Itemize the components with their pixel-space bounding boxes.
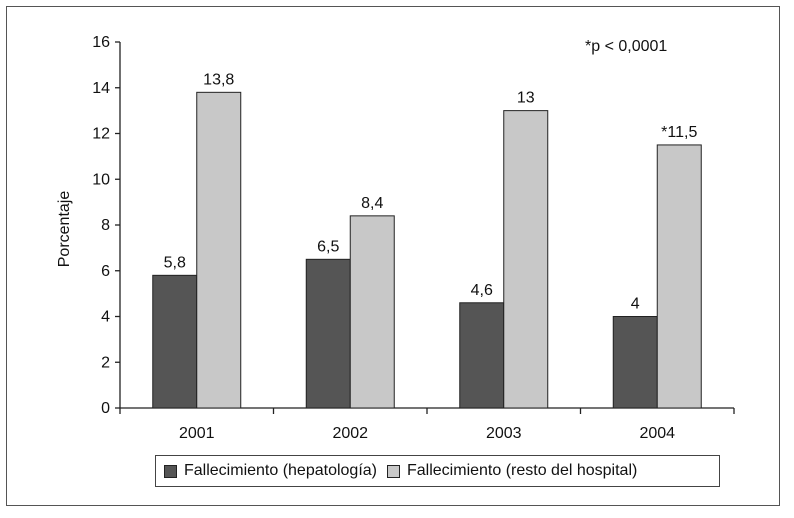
bars xyxy=(152,91,702,409)
legend: Fallecimiento (hepatología) Fallecimient… xyxy=(155,455,720,487)
bar-hepatologia xyxy=(152,274,198,409)
data-label: 6,5 xyxy=(317,238,339,255)
y-tick-label: 4 xyxy=(101,309,110,326)
bar-hepatologia xyxy=(459,302,505,409)
significance-annotation: *p < 0,0001 xyxy=(585,38,667,55)
data-label: 13,8 xyxy=(203,71,234,88)
bar-hepatologia xyxy=(305,258,351,409)
legend-label-hepatologia: Fallecimiento (hepatología) xyxy=(184,462,377,479)
y-tick-label: 8 xyxy=(101,217,110,234)
y-tick-label: 10 xyxy=(92,171,110,188)
data-label: *11,5 xyxy=(661,124,697,141)
data-label: 13 xyxy=(517,90,535,107)
y-tick-label: 14 xyxy=(92,80,110,97)
bar-resto-hospital xyxy=(656,144,702,409)
y-tick-label: 2 xyxy=(101,354,110,371)
x-tick-label: 2004 xyxy=(639,425,675,442)
y-tick-label: 0 xyxy=(101,400,110,417)
bar-resto-hospital xyxy=(503,110,549,409)
legend-label-resto-hospital: Fallecimiento (resto del hospital) xyxy=(407,462,638,479)
x-tick-label: 2003 xyxy=(486,425,522,442)
legend-item-resto-hospital: Fallecimiento (resto del hospital) xyxy=(387,462,637,480)
x-tick-label: 2002 xyxy=(332,425,368,442)
bar-resto-hospital xyxy=(349,215,395,409)
x-tick-label: 2001 xyxy=(179,425,215,442)
bar-hepatologia xyxy=(612,316,658,409)
y-tick-label: 6 xyxy=(101,263,110,280)
legend-swatch-resto-hospital xyxy=(387,464,400,478)
labels: 5,8 13,8 6,5 8,4 4,6 13 4 *11,5 xyxy=(164,71,698,312)
y-tick-label: 12 xyxy=(92,126,110,143)
legend-swatch-hepatologia xyxy=(164,464,177,478)
bar-resto-hospital xyxy=(196,91,242,409)
data-label: 4,6 xyxy=(471,282,493,299)
y-axis-title: Porcentaje xyxy=(56,191,73,268)
data-label: 8,4 xyxy=(361,195,383,212)
data-label: 5,8 xyxy=(164,254,186,271)
data-label: 4 xyxy=(631,296,640,313)
legend-item-hepatologia: Fallecimiento (hepatología) xyxy=(164,462,377,480)
y-tick-label: 16 xyxy=(92,34,110,51)
